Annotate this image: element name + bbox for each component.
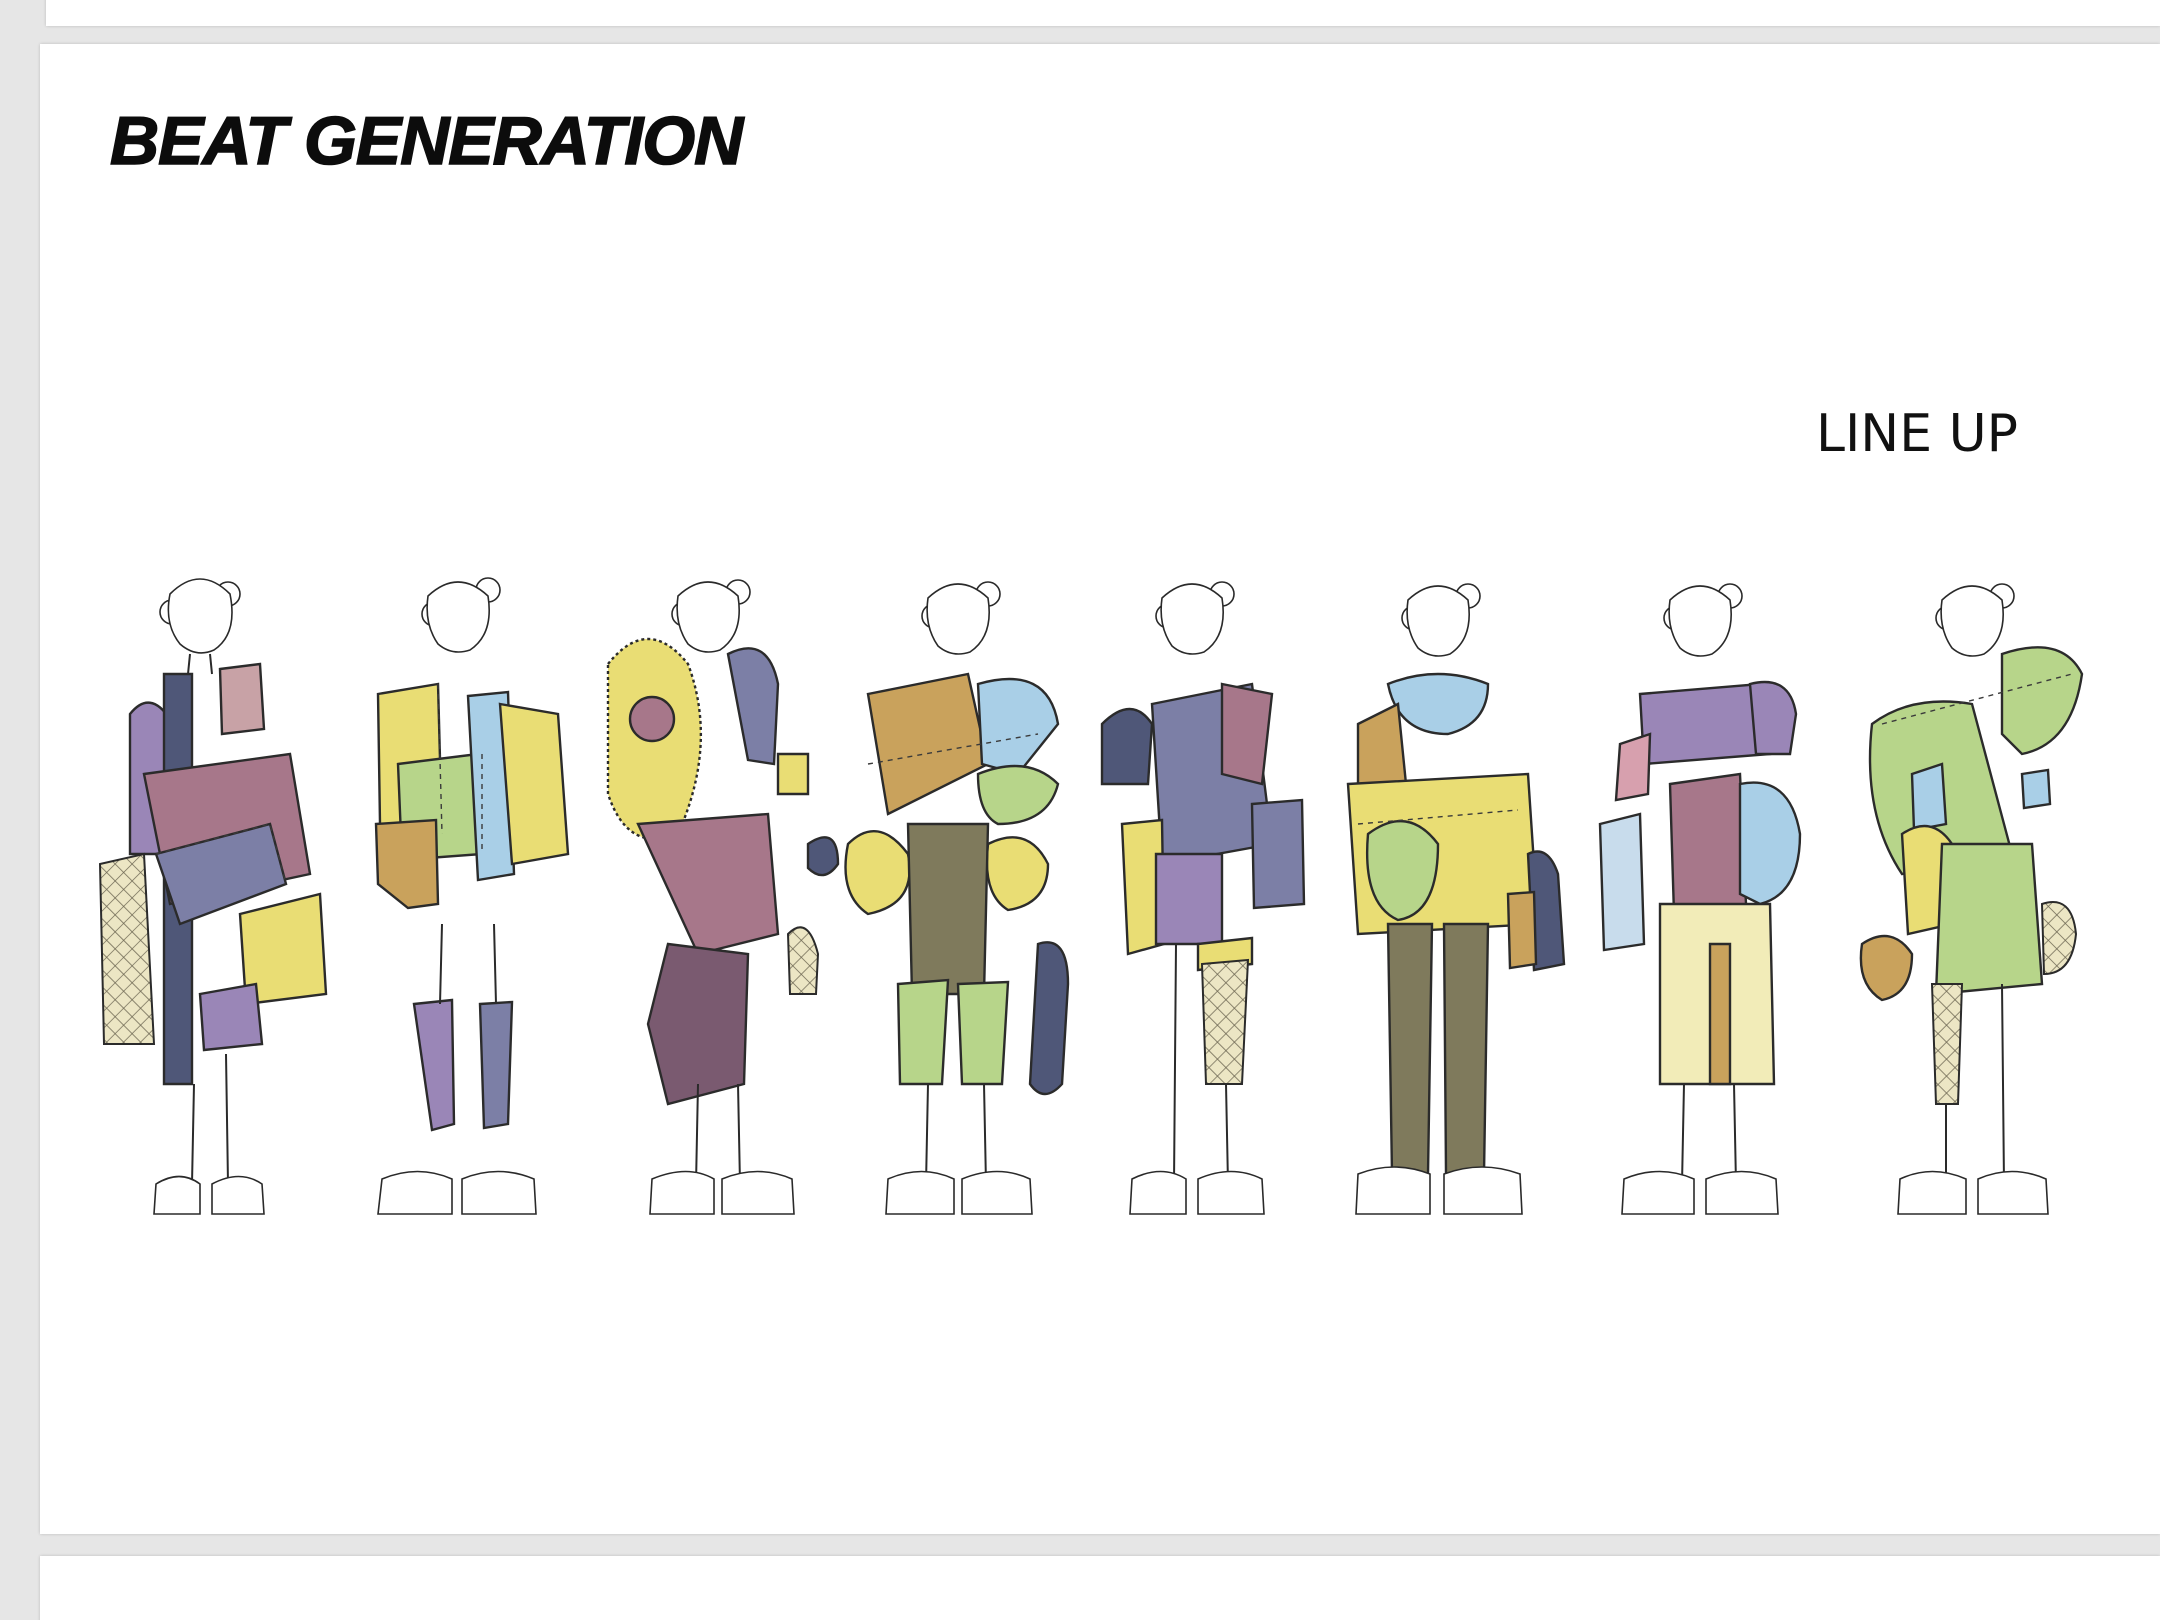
previous-page xyxy=(46,0,2160,26)
lineup-heading: LINE UP xyxy=(1816,404,2019,464)
next-page xyxy=(40,1556,2160,1620)
outfit-figure-2 xyxy=(374,577,570,1215)
outfit-figure-6 xyxy=(1346,583,1566,1215)
lineup-illustration xyxy=(40,524,2160,1284)
outfit-figure-8 xyxy=(1859,583,2084,1215)
outfit-figure-3 xyxy=(606,579,840,1215)
outfit-figure-4 xyxy=(844,581,1070,1215)
outfit-figure-1 xyxy=(98,578,328,1215)
outfit-figure-5 xyxy=(1100,581,1306,1215)
current-page: BEAT GENERATION LINE UP xyxy=(40,44,2160,1534)
collection-title: BEAT GENERATION xyxy=(109,102,744,180)
outfit-figure-7 xyxy=(1598,583,1802,1215)
